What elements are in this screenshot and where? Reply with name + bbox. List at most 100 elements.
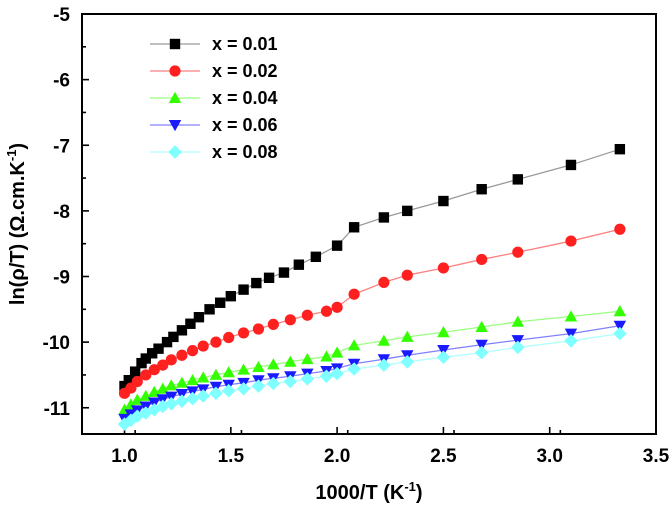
data-point	[283, 374, 298, 389]
y-tick-label: -9	[53, 268, 70, 289]
data-point	[156, 399, 170, 414]
data-point	[267, 358, 280, 370]
data-point	[267, 318, 279, 331]
data-point	[319, 369, 334, 384]
data-point	[474, 345, 489, 360]
series-5	[117, 326, 627, 431]
y-axis-title: ln(ρ/T) (Ω.cm.K-1)	[4, 143, 29, 305]
data-point	[146, 348, 158, 359]
data-point	[613, 305, 627, 317]
legend-item: x = 0.02	[150, 61, 278, 81]
y-axis-title-end: )	[7, 143, 29, 150]
x-tick-label: 1.5	[218, 446, 245, 467]
legend-label: x = 0.04	[212, 88, 278, 108]
x-axis: 1.0 1.5 2.0 2.5 3.0 3.5	[111, 427, 670, 467]
data-point	[284, 355, 297, 367]
data-point	[252, 360, 265, 373]
data-point	[310, 251, 322, 263]
legend-label: x = 0.02	[212, 61, 278, 81]
series-1	[119, 143, 626, 392]
data-point	[209, 386, 223, 401]
data-point	[176, 325, 188, 336]
data-point	[284, 314, 296, 326]
legend-marker	[168, 145, 182, 159]
data-point	[193, 311, 205, 323]
x-axis-title-end: )	[416, 482, 423, 504]
data-point	[153, 343, 164, 354]
data-point	[348, 222, 360, 233]
data-point	[263, 272, 275, 284]
y-tick-label: -10	[43, 333, 70, 354]
data-point	[565, 159, 577, 171]
data-point	[511, 315, 525, 327]
legend-marker	[169, 65, 181, 77]
data-point	[278, 267, 290, 278]
data-point	[614, 223, 626, 235]
series-3	[118, 305, 627, 415]
x-axis-title-main: 1000/T (K	[315, 482, 404, 504]
data-point	[176, 349, 188, 361]
data-point	[204, 304, 215, 315]
data-point	[293, 259, 305, 270]
data-point	[225, 290, 237, 302]
y-tick-label: -5	[53, 5, 70, 26]
data-point	[236, 381, 251, 396]
x-tick-label: 2.5	[430, 446, 457, 467]
data-point	[348, 288, 360, 300]
y-tick-label: -7	[53, 136, 70, 157]
data-point	[436, 350, 451, 364]
data-point	[140, 353, 151, 364]
data-point	[117, 417, 132, 431]
data-point	[209, 368, 223, 380]
legend-marker	[169, 38, 181, 50]
data-point	[300, 372, 315, 386]
data-point	[148, 364, 160, 376]
data-point	[131, 375, 143, 388]
series-layer	[117, 143, 627, 431]
data-point	[186, 345, 199, 357]
data-point	[331, 240, 343, 251]
data-point	[512, 174, 524, 185]
data-point	[148, 385, 161, 397]
plot-area	[81, 13, 657, 435]
data-point	[165, 379, 178, 391]
y-tick-label: -11	[44, 399, 71, 420]
data-point	[565, 235, 577, 247]
y-axis-title-main: ln(ρ/T) (Ω.cm.K	[7, 161, 29, 306]
x-tick-label: 1.0	[111, 446, 137, 467]
y-tick-label: -6	[53, 71, 70, 92]
data-point	[377, 358, 391, 372]
plot-frame	[81, 13, 657, 435]
data-point	[401, 269, 413, 281]
data-point	[320, 350, 333, 362]
data-point	[196, 371, 210, 383]
legend: x = 0.01 x = 0.02 x = 0.04 x = 0.06 x = 0.08	[150, 34, 278, 162]
data-point	[123, 374, 134, 386]
legend-item: x = 0.04	[150, 88, 278, 108]
series-line	[124, 228, 621, 394]
data-point	[175, 394, 189, 408]
legend-item: x = 0.01	[150, 34, 278, 54]
data-point	[378, 276, 390, 289]
data-point	[614, 143, 626, 155]
data-point	[475, 320, 488, 333]
data-point	[301, 352, 314, 365]
data-point	[564, 334, 578, 348]
data-point	[221, 383, 236, 398]
data-point	[400, 355, 415, 369]
data-point	[238, 284, 249, 295]
data-point	[165, 354, 177, 366]
data-point	[401, 330, 414, 342]
data-point	[266, 376, 281, 391]
series-2	[118, 223, 626, 399]
x-axis-title-sup: -1	[404, 479, 416, 494]
data-point	[164, 397, 179, 411]
legend-label: x = 0.06	[212, 115, 278, 135]
data-point	[140, 369, 152, 381]
series-line	[124, 325, 620, 420]
data-point	[347, 362, 361, 376]
data-point	[330, 346, 344, 358]
data-point	[223, 331, 235, 344]
series-line	[123, 148, 621, 387]
